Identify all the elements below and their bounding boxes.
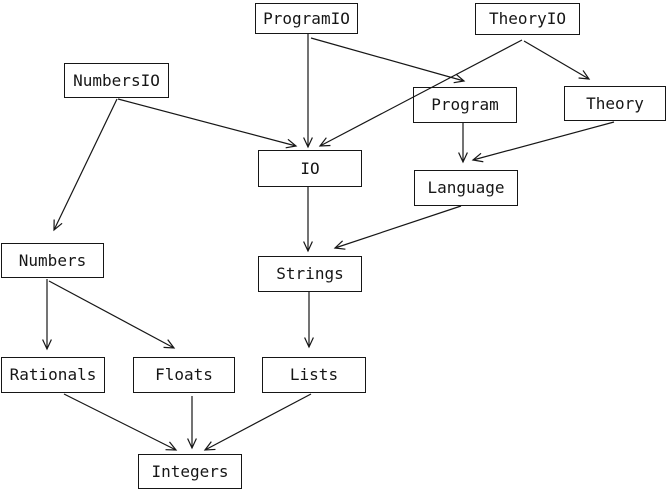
- node-programio: ProgramIO: [255, 3, 358, 34]
- edge-language-strings: [333, 205, 462, 250]
- node-integers: Integers: [138, 454, 242, 489]
- node-language: Language: [414, 170, 518, 206]
- node-floats: Floats: [133, 357, 235, 393]
- node-rationals: Rationals: [1, 357, 105, 393]
- edge-rationals-integers: [63, 393, 178, 451]
- edge-numbersio-numbers: [53, 98, 118, 232]
- node-theoryio: TheoryIO: [475, 3, 580, 35]
- node-io: IO: [258, 150, 362, 187]
- node-lists: Lists: [262, 357, 366, 393]
- edge-theoryio-theory: [523, 40, 591, 80]
- edge-numbers-floats: [48, 280, 176, 349]
- edge-theory-language: [471, 121, 615, 163]
- node-strings: Strings: [258, 256, 362, 292]
- edge-lists-integers: [203, 393, 312, 451]
- edge-numbersio-io: [117, 98, 298, 149]
- node-numbersio: NumbersIO: [64, 63, 169, 98]
- node-numbers: Numbers: [1, 243, 104, 278]
- node-program: Program: [413, 87, 517, 123]
- edge-programio-program: [310, 37, 466, 84]
- node-theory: Theory: [564, 86, 666, 121]
